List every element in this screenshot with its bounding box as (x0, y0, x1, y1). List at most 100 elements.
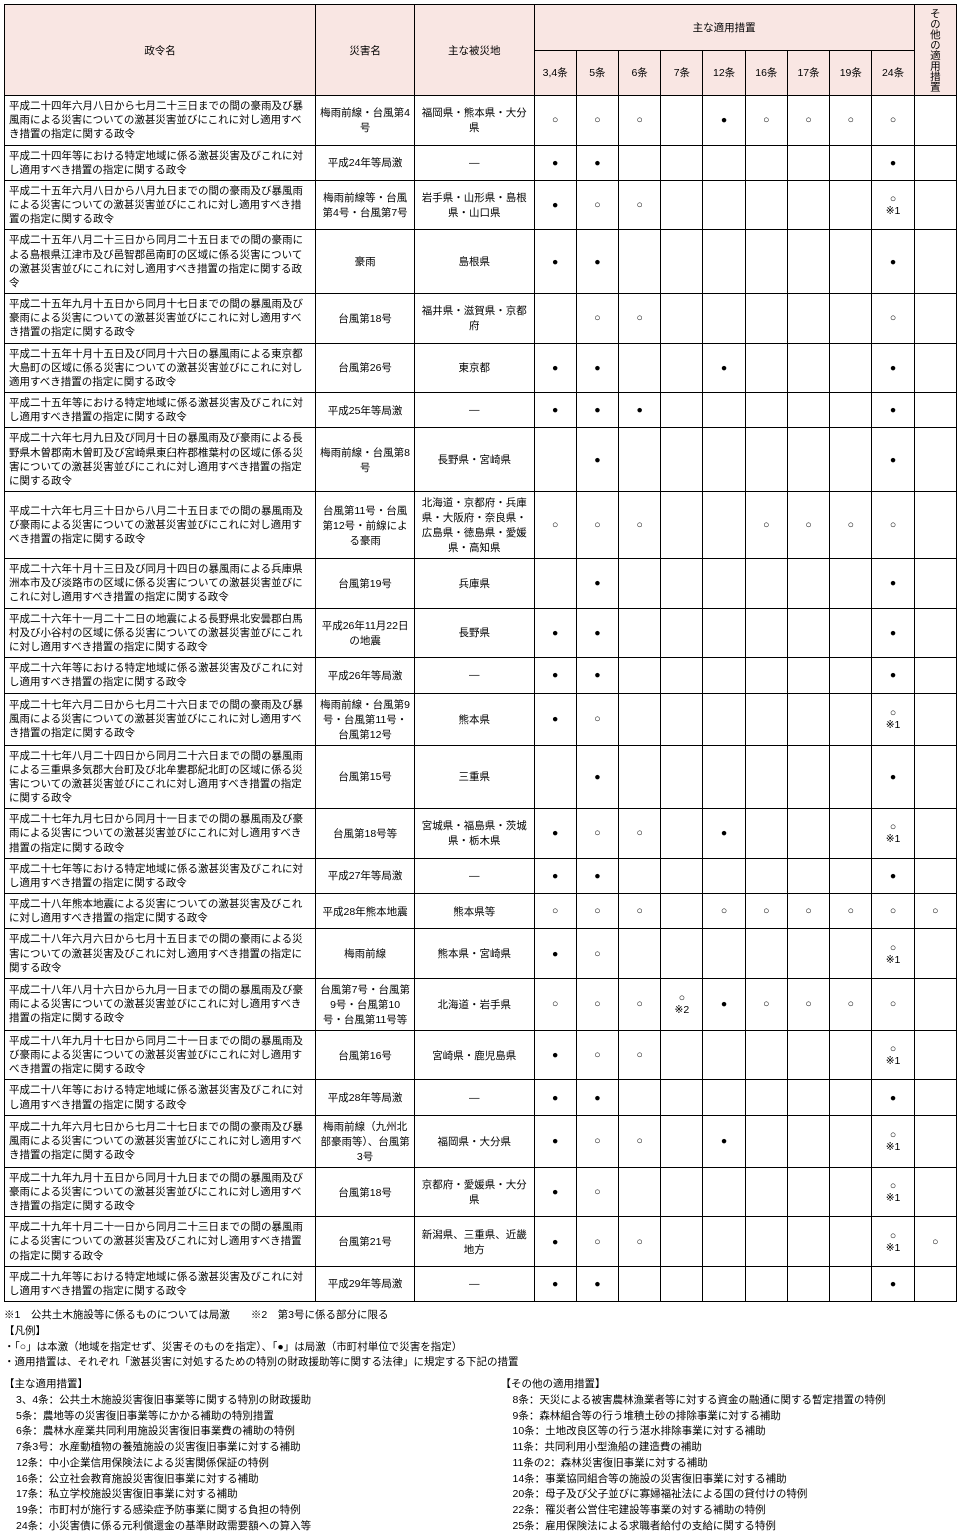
table-row: 平成二十六年十一月二十二日の地震による長野県北安曇郡白馬村及び小谷村の区域に係る… (5, 608, 957, 658)
cell-mark: ● (534, 608, 576, 658)
cell-mark (534, 559, 576, 609)
th-article: 7条 (661, 50, 703, 96)
cell-mark: ○ (576, 492, 618, 559)
cell-mark (745, 428, 787, 492)
right-measures: 【その他の適用措置】8条：天災による被害農林漁業者等に対する資金の融通に関する暫… (501, 1377, 958, 1535)
cell-mark: ○※1 (872, 693, 914, 745)
cell-name: 平成二十九年十月二十一日から同月二十三日までの間の暴風雨による災害についての激甚… (5, 1217, 316, 1267)
table-row: 平成二十九年十月二十一日から同月二十三日までの間の暴風雨による災害についての激甚… (5, 1217, 957, 1267)
cell-mark: ● (703, 978, 745, 1030)
cell-mark (830, 230, 872, 294)
cell-disaster: 梅雨前線 (316, 929, 415, 979)
measure-item: 14条：事業協同組合等の施設の災害復旧事業に対する補助 (501, 1472, 958, 1488)
cell-mark: ● (703, 1115, 745, 1167)
th-group: 主な適用措置 (534, 5, 914, 51)
table-row: 平成二十六年七月三十日から八月二十五日までの間の暴風雨及び豪雨による災害について… (5, 492, 957, 559)
cell-mark (830, 1115, 872, 1167)
cell-mark: ○ (534, 96, 576, 146)
cell-mark: ○ (830, 978, 872, 1030)
cell-mark (787, 809, 829, 859)
cell-mark: ○ (619, 809, 661, 859)
cell-mark (619, 343, 661, 393)
cell-mark (787, 559, 829, 609)
table-row: 平成二十八年九月十七日から同月二十一日までの間の暴風雨及び豪雨による災害について… (5, 1030, 957, 1080)
cell-mark (830, 858, 872, 893)
cell-mark (534, 745, 576, 809)
cell-mark (619, 559, 661, 609)
cell-mark: ● (576, 230, 618, 294)
cell-other: ○ (914, 894, 956, 929)
cell-mark: ○ (576, 1217, 618, 1267)
cell-mark: ● (872, 658, 914, 693)
cell-mark: ○ (576, 96, 618, 146)
cell-mark (703, 180, 745, 230)
cell-mark: ● (534, 1266, 576, 1301)
cell-mark: ● (576, 559, 618, 609)
cell-mark: ● (872, 559, 914, 609)
cell-area: 宮城県・福島県・茨城県・栃木県 (415, 809, 535, 859)
cell-mark (830, 1266, 872, 1301)
cell-mark: ○ (619, 978, 661, 1030)
cell-mark (703, 428, 745, 492)
cell-mark: ● (534, 1080, 576, 1115)
cell-other (914, 745, 956, 809)
cell-other: ○ (914, 1217, 956, 1267)
cell-disaster: 台風第7号・台風第9号・台風第10号・台風第11号等 (316, 978, 415, 1030)
cell-mark: ○ (830, 894, 872, 929)
table-row: 平成二十八年六月六日から七月十五日までの間の豪雨による災害についての激甚災害及び… (5, 929, 957, 979)
cell-other (914, 658, 956, 693)
cell-other (914, 559, 956, 609)
measure-item: 16条：公立社会教育施設災害復旧事業に対する補助 (4, 1472, 461, 1488)
cell-mark: ○ (619, 1030, 661, 1080)
cell-disaster: 平成26年等局激 (316, 658, 415, 693)
cell-mark (830, 693, 872, 745)
cell-disaster: 平成25年等局激 (316, 393, 415, 428)
cell-area: 長野県 (415, 608, 535, 658)
table-row: 平成二十五年十月十五日及び同月十六日の暴風雨による東京都大島町の区域に係る災害に… (5, 343, 957, 393)
cell-name: 平成二十八年六月六日から七月十五日までの間の豪雨による災害についての激甚災害及び… (5, 929, 316, 979)
cell-mark (661, 1266, 703, 1301)
cell-disaster: 梅雨前線・台風第4号 (316, 96, 415, 146)
cell-mark (787, 693, 829, 745)
cell-disaster: 平成27年等局激 (316, 858, 415, 893)
cell-mark (661, 230, 703, 294)
cell-area: 熊本県等 (415, 894, 535, 929)
cell-mark: ○ (830, 492, 872, 559)
measure-item: 12条：中小企業信用保険法による災害関係保証の特例 (4, 1456, 461, 1472)
cell-area: 三重県 (415, 745, 535, 809)
cell-mark: ○※1 (872, 1030, 914, 1080)
cell-mark: ○ (745, 96, 787, 146)
cell-mark (745, 1266, 787, 1301)
measure-item: 17条：私立学校施設災害復旧事業に対する補助 (4, 1487, 461, 1503)
cell-mark (661, 492, 703, 559)
cell-mark: ● (619, 393, 661, 428)
cell-mark (745, 1217, 787, 1267)
cell-area: 岩手県・山形県・島根県・山口県 (415, 180, 535, 230)
cell-mark: ○ (576, 1030, 618, 1080)
cell-mark: ○ (787, 978, 829, 1030)
th-article: 19条 (830, 50, 872, 96)
cell-mark: ○ (872, 492, 914, 559)
cell-mark (703, 294, 745, 344)
cell-disaster: 台風第16号 (316, 1030, 415, 1080)
cell-mark: ○※1 (872, 1217, 914, 1267)
cell-mark: ● (703, 343, 745, 393)
cell-name: 平成二十八年九月十七日から同月二十一日までの間の暴風雨及び豪雨による災害について… (5, 1030, 316, 1080)
cell-mark: ○ (534, 894, 576, 929)
measure-item: 11条の2：森林災害復旧事業に対する補助 (501, 1456, 958, 1472)
cell-disaster: 梅雨前線（九州北部豪雨等）、台風第3号 (316, 1115, 415, 1167)
cell-disaster: 平成26年11月22日の地震 (316, 608, 415, 658)
cell-other (914, 428, 956, 492)
cell-mark: ○※1 (872, 180, 914, 230)
cell-mark (787, 608, 829, 658)
left-measures: 【主な適用措置】3、4条：公共土木施設災害復旧事業等に関する特別の財政援助5条：… (4, 1377, 461, 1535)
cell-mark: ● (534, 1030, 576, 1080)
cell-mark (745, 145, 787, 180)
cell-mark (787, 294, 829, 344)
cell-area: 北海道・京都府・兵庫県・大阪府・奈良県・広島県・徳島県・愛媛県・高知県 (415, 492, 535, 559)
cell-area: ― (415, 145, 535, 180)
th-disaster: 災害名 (316, 5, 415, 96)
th-article: 3,4条 (534, 50, 576, 96)
cell-mark (703, 230, 745, 294)
cell-mark: ● (872, 230, 914, 294)
